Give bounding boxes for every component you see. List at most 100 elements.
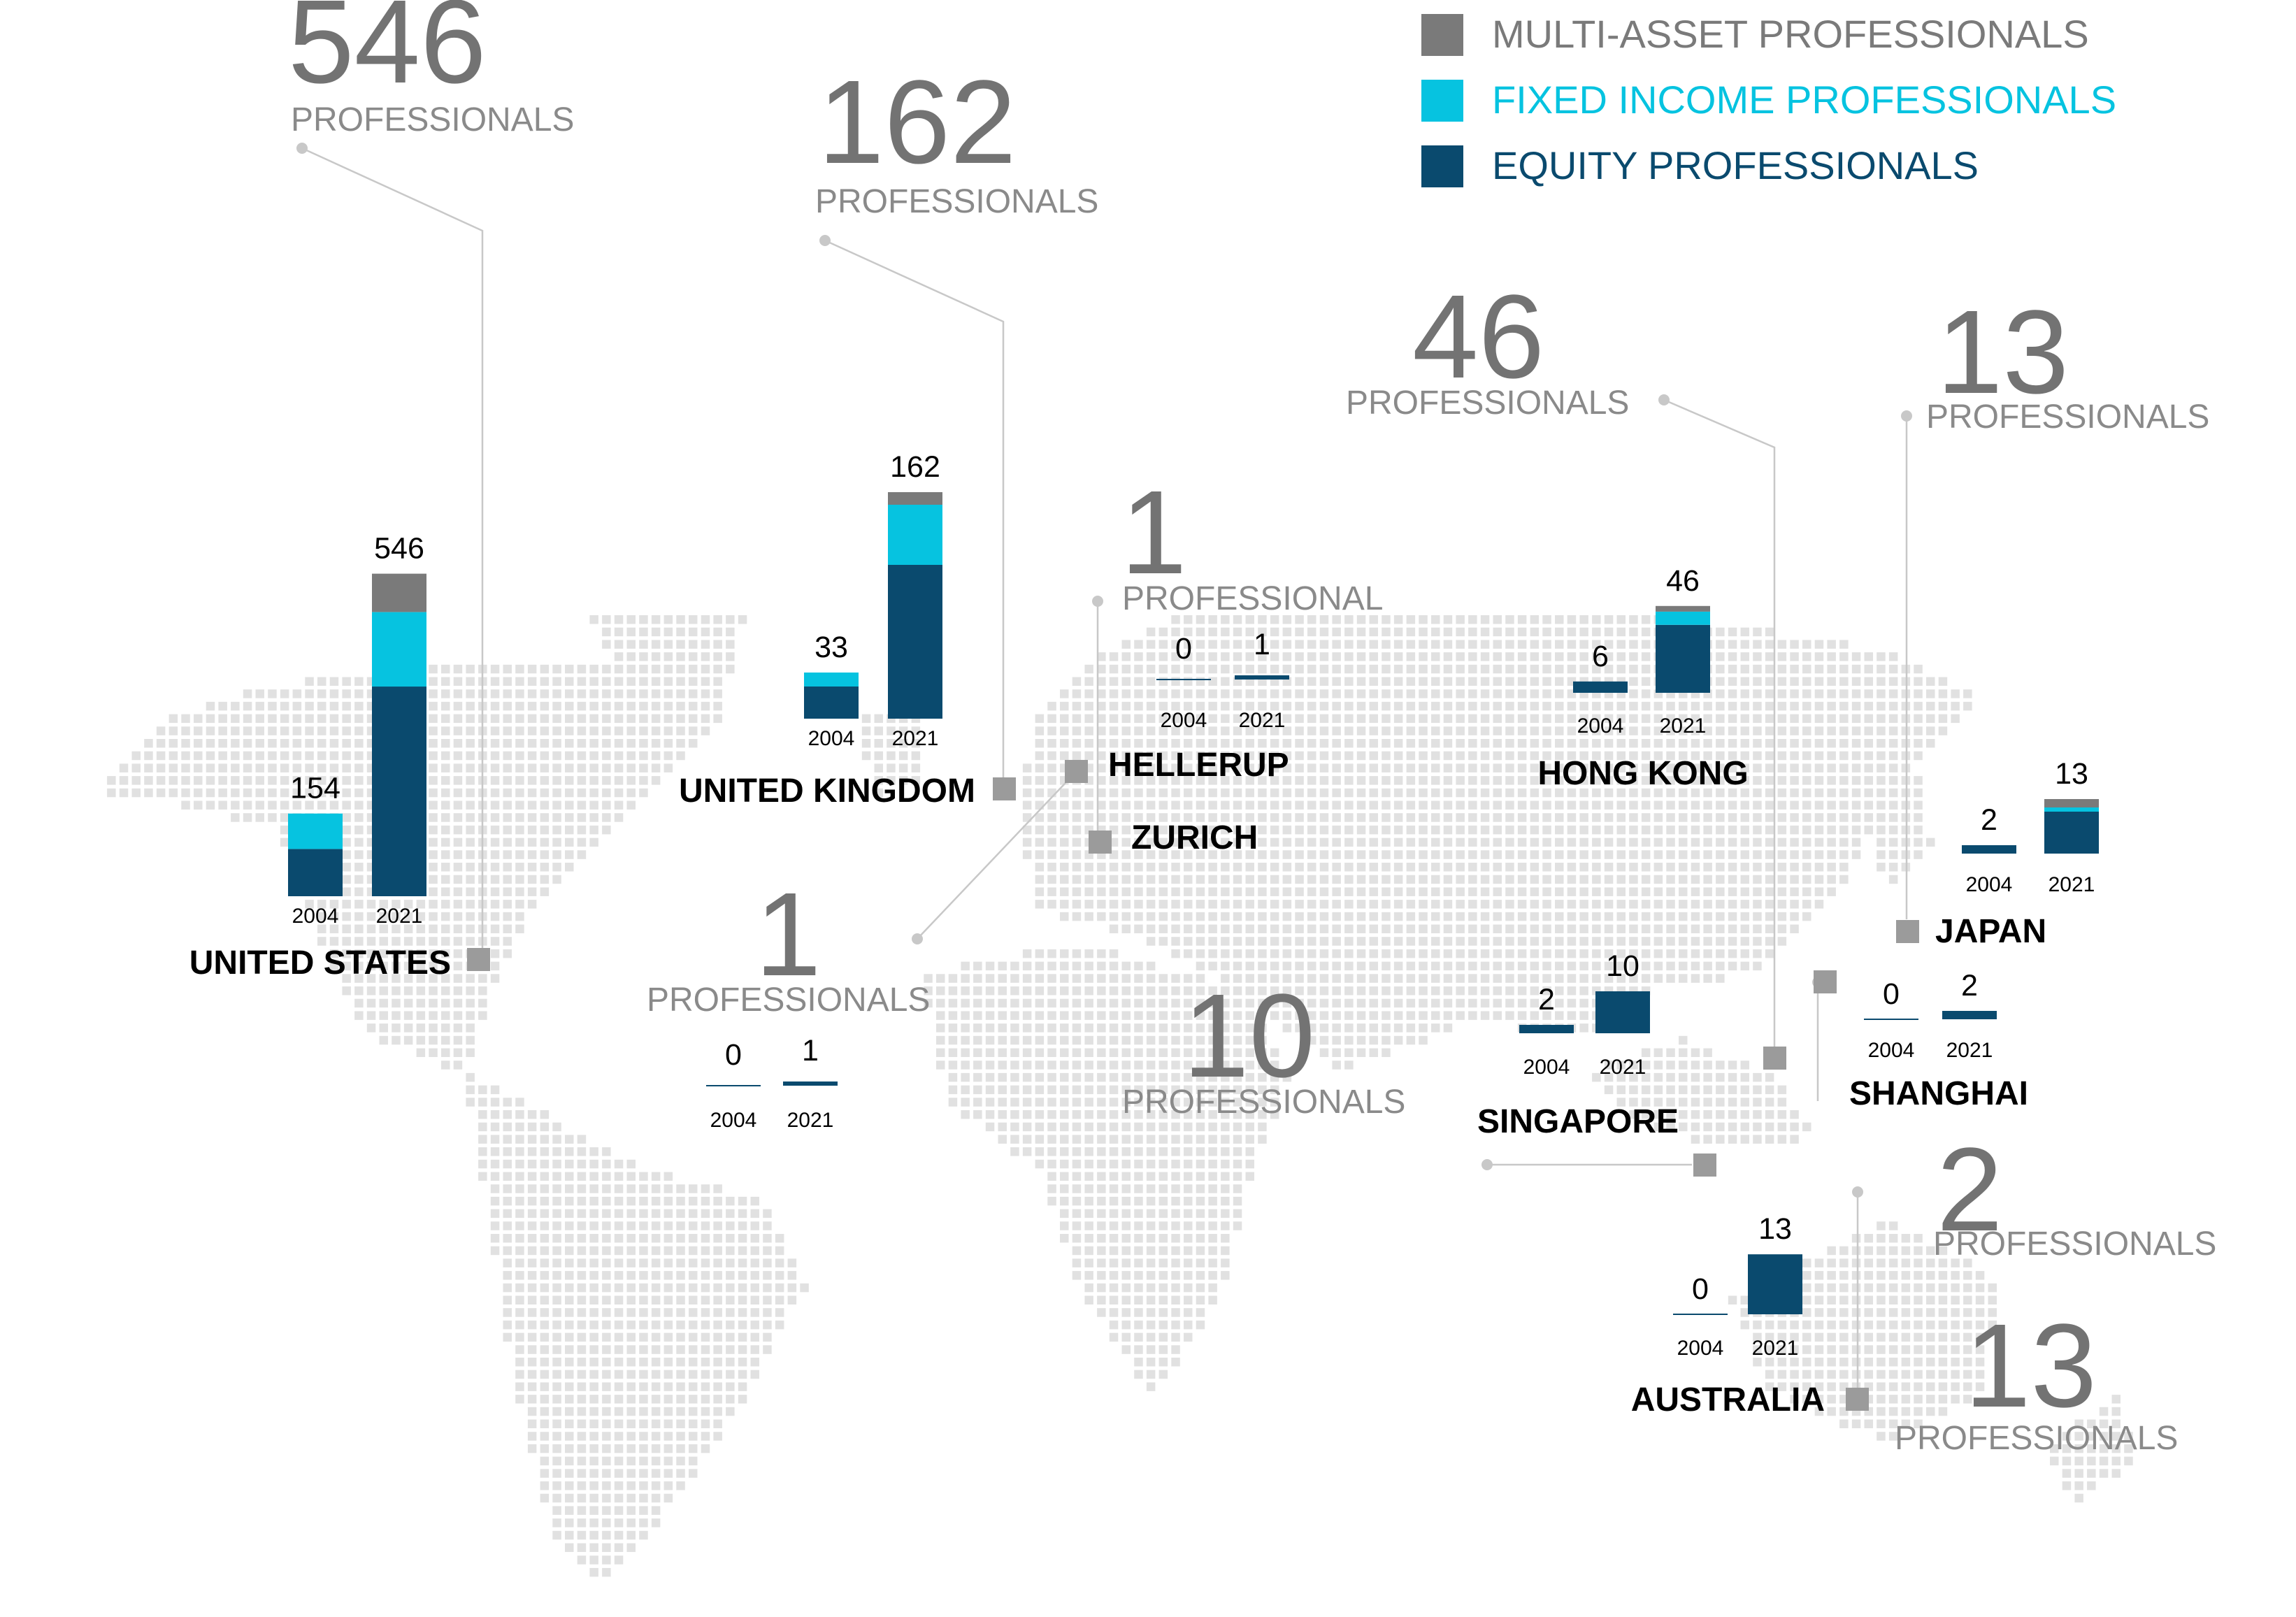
map-dot bbox=[602, 1432, 611, 1441]
map-dot bbox=[1084, 1196, 1093, 1206]
map-dot bbox=[1555, 714, 1564, 724]
map-dot bbox=[515, 1370, 524, 1379]
map-dot bbox=[1653, 751, 1663, 761]
map-dot bbox=[1666, 739, 1675, 748]
map-dot bbox=[1641, 714, 1651, 724]
map-dot bbox=[1666, 800, 1675, 810]
map-dot bbox=[218, 726, 227, 735]
map-dot bbox=[1443, 813, 1453, 822]
map-dot bbox=[1221, 1258, 1230, 1267]
map-dot bbox=[1022, 961, 1032, 971]
map-dot bbox=[1158, 714, 1168, 724]
map-dot bbox=[577, 1481, 587, 1490]
map-dot bbox=[614, 1246, 624, 1256]
map-dot bbox=[1382, 949, 1391, 958]
map-dot bbox=[194, 800, 203, 810]
map-dot bbox=[1517, 961, 1527, 971]
map-dot bbox=[1084, 1048, 1093, 1057]
map-dot bbox=[614, 1258, 624, 1267]
map-dot bbox=[1456, 714, 1465, 724]
map-dot bbox=[1319, 1048, 1329, 1057]
map-dot bbox=[1121, 1345, 1131, 1354]
map-dot bbox=[961, 1110, 970, 1119]
map-dot bbox=[1245, 838, 1254, 847]
map-dot bbox=[1332, 900, 1341, 909]
map-dot bbox=[1951, 1370, 1960, 1379]
map-dot bbox=[1121, 924, 1131, 933]
map-dot bbox=[1221, 949, 1230, 958]
map-dot bbox=[1914, 1234, 1923, 1243]
headline-unit: PROFESSIONALS bbox=[1122, 1084, 1405, 1121]
map-dot bbox=[416, 900, 426, 909]
map-dot bbox=[268, 739, 277, 748]
map-dot bbox=[1888, 664, 1898, 674]
map-dot bbox=[1975, 1295, 1985, 1305]
map-dot bbox=[1616, 813, 1626, 822]
map-dot bbox=[1765, 1072, 1774, 1082]
map-dot bbox=[639, 1481, 648, 1490]
map-dot bbox=[1679, 1110, 1688, 1119]
map-dot bbox=[1196, 1172, 1205, 1181]
map-dot bbox=[1382, 788, 1391, 798]
map-dot bbox=[1121, 776, 1131, 785]
map-dot bbox=[156, 751, 166, 761]
map-dot bbox=[1406, 615, 1416, 624]
map-dot bbox=[589, 1209, 598, 1219]
map-dot bbox=[1171, 887, 1180, 896]
map-dot bbox=[602, 1530, 611, 1540]
map-dot bbox=[527, 875, 537, 884]
map-dot bbox=[1121, 1308, 1131, 1317]
map-dot bbox=[2099, 1456, 2109, 1466]
map-dot bbox=[1765, 937, 1774, 946]
map-dot bbox=[1319, 998, 1329, 1008]
map-dot bbox=[1740, 1295, 1749, 1305]
map-dot bbox=[1579, 763, 1588, 772]
map-dot bbox=[453, 788, 463, 798]
map-dot bbox=[565, 751, 574, 761]
map-dot bbox=[1641, 776, 1651, 785]
map-dot bbox=[1295, 652, 1304, 661]
map-dot bbox=[1851, 1295, 1861, 1305]
map-dot bbox=[1517, 875, 1527, 884]
map-dot bbox=[1109, 1271, 1119, 1280]
map-dot bbox=[342, 701, 351, 711]
map-dot bbox=[1679, 751, 1688, 761]
map-dot bbox=[1109, 863, 1119, 872]
map-dot bbox=[490, 924, 500, 933]
map-dot bbox=[218, 800, 227, 810]
bar-total-label: 10 bbox=[1606, 949, 1640, 983]
map-dot bbox=[503, 1308, 512, 1317]
map-dot bbox=[726, 652, 735, 661]
map-dot bbox=[490, 800, 500, 810]
map-dot bbox=[1877, 1234, 1886, 1243]
map-dot bbox=[1653, 1085, 1663, 1095]
map-dot bbox=[317, 701, 327, 711]
map-dot bbox=[2062, 1481, 2072, 1490]
map-dot bbox=[1851, 664, 1861, 674]
map-dot bbox=[565, 1395, 574, 1404]
map-dot bbox=[763, 1308, 772, 1317]
map-dot bbox=[936, 974, 945, 983]
map-dot bbox=[1184, 1209, 1193, 1219]
map-dot bbox=[1505, 912, 1514, 921]
map-dot bbox=[1431, 776, 1440, 785]
map-dot bbox=[726, 1382, 735, 1391]
map-dot bbox=[577, 1345, 587, 1354]
map-dot bbox=[1839, 825, 1849, 835]
map-dot bbox=[1109, 1048, 1119, 1057]
map-dot bbox=[1505, 887, 1514, 896]
map-dot bbox=[1035, 1110, 1045, 1119]
map-dot bbox=[403, 974, 413, 983]
map-dot bbox=[589, 1395, 598, 1404]
map-dot bbox=[936, 1023, 945, 1033]
map-dot bbox=[1097, 1035, 1106, 1045]
map-dot bbox=[1369, 677, 1378, 686]
map-dot bbox=[1171, 1308, 1180, 1317]
map-dot bbox=[1653, 788, 1663, 798]
map-dot bbox=[1233, 875, 1242, 884]
map-dot bbox=[1765, 739, 1774, 748]
map-dot bbox=[639, 1196, 648, 1206]
map-dot bbox=[1802, 1308, 1811, 1317]
map-dot bbox=[1134, 1048, 1143, 1057]
map-dot bbox=[1158, 1035, 1168, 1045]
